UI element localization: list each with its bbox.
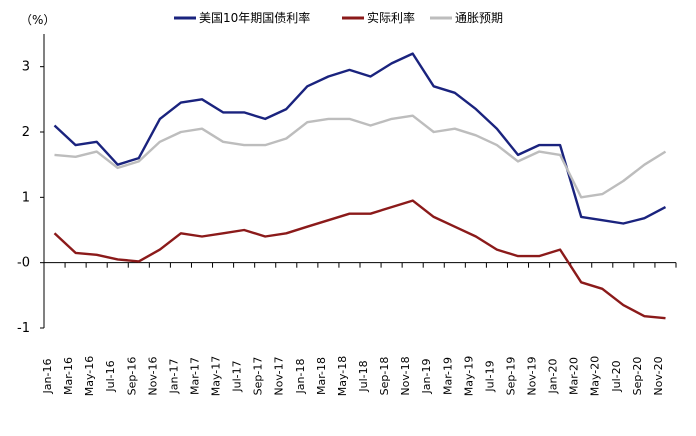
x-tick-label: May-19	[462, 356, 475, 397]
x-tick-label: Nov-19	[526, 356, 539, 395]
x-tick-label: Sep-17	[252, 357, 265, 396]
y-axis-unit-label: （%）	[20, 13, 55, 27]
x-tick-label: Mar-18	[315, 357, 328, 395]
y-tick-label: -0	[17, 256, 30, 271]
x-tick-label: Sep-19	[504, 357, 517, 396]
x-tick-label: Mar-17	[188, 357, 201, 395]
x-tick-label: Jul-20	[610, 360, 623, 392]
x-tick-label: Nov-20	[652, 356, 665, 395]
x-tick-label: Sep-20	[631, 357, 644, 396]
x-tick-label: Nov-16	[146, 356, 159, 395]
y-tick-label: -1	[17, 321, 30, 336]
x-tick-label: Jul-18	[357, 360, 370, 392]
legend-label-series-1: 实际利率	[367, 10, 415, 25]
x-tick-label: Jan-17	[167, 359, 180, 395]
x-tick-label: Jan-18	[294, 359, 307, 395]
series-lines	[53, 52, 667, 320]
legend-label-series-0: 美国10年期国债利率	[199, 10, 310, 25]
x-tick-label: May-16	[83, 356, 96, 397]
x-tick-label: Jul-16	[104, 360, 117, 392]
series-line-1	[53, 199, 666, 320]
x-tick-label: Jul-17	[231, 360, 244, 392]
y-tick-label: 1	[22, 190, 30, 205]
legend: 美国10年期国债利率 实际利率 通胀预期	[174, 10, 503, 25]
y-axis: -1 -0 1 2 3	[17, 34, 45, 336]
x-tick-label: May-20	[589, 356, 602, 397]
y-tick-label: 2	[22, 125, 30, 140]
x-tick-label: May-17	[210, 356, 223, 397]
x-tick-label: Sep-16	[125, 357, 138, 396]
series-line-2	[54, 114, 667, 199]
x-tick-label: Mar-16	[62, 357, 75, 395]
y-tick-label: 3	[22, 60, 30, 75]
x-tick-label: Mar-20	[568, 357, 581, 395]
x-tick-label: Mar-19	[441, 357, 454, 395]
x-tick-label: Jan-19	[420, 359, 433, 395]
x-tick-label: Jan-20	[547, 359, 560, 395]
x-axis: Jan-16 Mar-16 May-16 Jul-16 Sep-16 Nov-16 Jan-…	[41, 262, 677, 397]
x-tick-label: Nov-17	[273, 356, 286, 395]
x-tick-label: May-18	[336, 356, 349, 397]
x-tick-label: Sep-18	[378, 357, 391, 396]
x-tick-label: Jan-16	[41, 359, 54, 395]
legend-label-series-2: 通胀预期	[455, 11, 503, 25]
x-tick-label: Nov-18	[399, 356, 412, 395]
series-line-0	[53, 52, 667, 225]
x-tick-label: Jul-19	[483, 360, 496, 392]
